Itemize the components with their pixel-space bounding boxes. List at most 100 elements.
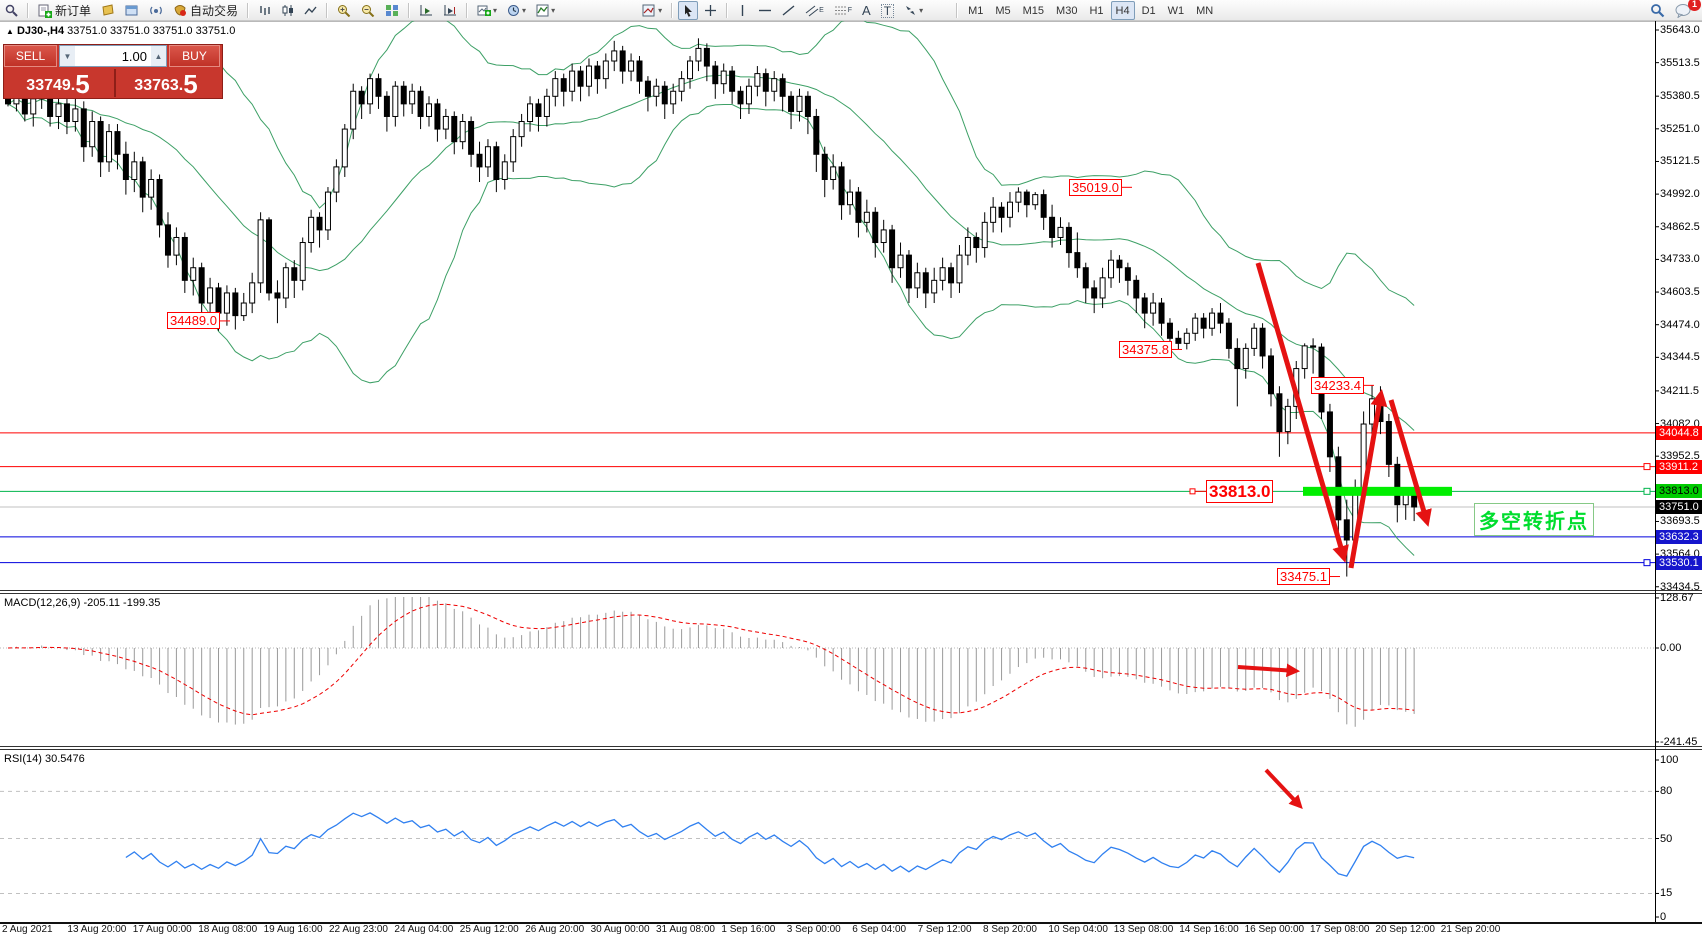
line-chart-button[interactable] (300, 1, 321, 20)
collapse-marker-icon[interactable]: ▲ (6, 27, 14, 36)
time-axis-label[interactable]: 14 Sep 16:00 (1179, 924, 1239, 935)
horizontal-line-icon (759, 9, 772, 12)
new-order-button[interactable]: 新订单 (34, 1, 95, 20)
time-axis-label[interactable]: 26 Aug 20:00 (525, 924, 585, 935)
zoom-out-button[interactable] (357, 1, 379, 20)
symbol-search-button[interactable] (1, 1, 22, 20)
sell-button[interactable]: SELL (4, 45, 57, 67)
price-axis-badge: 33530.1 (1656, 555, 1702, 570)
time-axis-label[interactable]: 22 Aug 23:00 (329, 924, 388, 935)
timeframe-button-d1[interactable]: D1 (1141, 4, 1156, 17)
timeframe-button-m30[interactable]: M30 (1056, 4, 1078, 17)
time-axis-label[interactable]: 17 Sep 08:00 (1310, 924, 1370, 935)
time-axis-label[interactable]: 19 Aug 16:00 (263, 924, 323, 935)
timeframe-button-m15[interactable]: M15 (1022, 4, 1045, 17)
timeframe-button-m1[interactable]: M1 (968, 4, 984, 17)
time-axis-label[interactable]: 25 Aug 12:00 (459, 924, 519, 935)
rsi-axis-label: 15 (1660, 887, 1673, 900)
price-annotation[interactable]: 34233.4 (1311, 376, 1364, 394)
arrows-tool-button[interactable]: ▾ (900, 1, 927, 20)
price-annotation[interactable]: 34375.8 (1119, 340, 1172, 358)
time-axis-label[interactable]: 20 Sep 12:00 (1375, 924, 1435, 935)
timeframe-button-m5[interactable]: M5 (995, 4, 1011, 17)
timeframe-button-h4[interactable]: H4 (1110, 1, 1135, 20)
volume-stepper: ▼ 1.00 ▲ (59, 45, 167, 67)
toolbar-separator (956, 3, 959, 18)
rsi-pane[interactable] (0, 790, 1655, 894)
data-window-button[interactable] (121, 1, 143, 20)
buy-button[interactable]: BUY (169, 45, 220, 67)
profiles-button[interactable]: ▾ (503, 1, 530, 20)
new-chart-button[interactable]: ▾ (473, 1, 501, 20)
timeframe-button-w1[interactable]: W1 (1167, 4, 1185, 17)
price-axis-label: 35121.5 (1660, 155, 1700, 168)
fibonacci-tool-button[interactable]: F (830, 1, 856, 20)
hline-anchor[interactable] (1643, 463, 1651, 471)
horizontal-line-tool-button[interactable] (754, 1, 776, 20)
hline-anchor[interactable] (1643, 487, 1651, 495)
price-annotation[interactable]: 33475.1 (1277, 568, 1330, 586)
turning-point-text-object[interactable]: 多空转折点 (1474, 503, 1594, 536)
timeframe-button-mn[interactable]: MN (1196, 4, 1214, 17)
one-click-trade-panel: SELL ▼ 1.00 ▲ BUY 33749. 5 33763. 5 (3, 44, 223, 99)
time-axis-label[interactable]: 6 Sep 04:00 (852, 924, 907, 935)
pane-splitter-rsi[interactable] (0, 746, 1702, 750)
price-annotation[interactable]: 33813.0 (1206, 479, 1274, 503)
time-axis-label[interactable]: 7 Sep 12:00 (917, 924, 972, 935)
time-axis-label[interactable]: 8 Sep 20:00 (983, 924, 1037, 935)
time-axis-label[interactable]: 17 Aug 00:00 (132, 924, 192, 935)
time-axis-label[interactable]: 24 Aug 04:00 (394, 924, 454, 935)
vertical-line-tool-button[interactable] (733, 1, 752, 20)
timeframe-button-h1[interactable]: H1 (1089, 4, 1104, 17)
time-axis-label[interactable]: 16 Sep 00:00 (1244, 924, 1305, 935)
search-button[interactable] (1646, 1, 1669, 20)
zoom-in-button[interactable] (333, 1, 355, 20)
macd-pane[interactable] (0, 597, 1655, 727)
time-axis-label[interactable]: 1 Sep 16:00 (721, 924, 776, 935)
time-axis-label[interactable]: 13 Aug 20:00 (67, 924, 127, 935)
price-annotation[interactable]: 35019.0 (1069, 178, 1122, 196)
time-axis-label[interactable]: 21 Sep 20:00 (1440, 924, 1501, 935)
price-annotation[interactable]: 34489.0 (167, 312, 220, 330)
autotrading-button[interactable]: 自动交易 (169, 1, 242, 20)
chat-icon (1675, 4, 1691, 18)
volume-up-button[interactable]: ▲ (151, 46, 166, 66)
trend-arrows[interactable] (1237, 262, 1432, 809)
time-axis-label[interactable]: 2 Aug 2021 (2, 924, 53, 935)
rsi-axis-label: 50 (1660, 832, 1673, 845)
text-tool-button[interactable]: A (858, 1, 875, 20)
tile-windows-button[interactable] (381, 1, 403, 20)
volume-input[interactable]: 1.00 (121, 48, 147, 64)
market-watch-button[interactable] (97, 1, 119, 20)
support-highlight-bar[interactable] (1303, 486, 1452, 496)
chart-shift-button[interactable] (439, 1, 461, 20)
cursor-tool-button[interactable] (678, 1, 699, 20)
time-axis-label[interactable]: 30 Aug 00:00 (590, 924, 650, 935)
pane-splitter-macd[interactable] (0, 590, 1702, 594)
bar-chart-button[interactable] (254, 1, 275, 20)
volume-down-button[interactable]: ▼ (60, 46, 75, 66)
main-price-pane[interactable] (0, 12, 1655, 578)
channel-tool-label: E (819, 7, 824, 14)
buy-price[interactable]: 33763. 5 (134, 69, 198, 99)
notifications-button[interactable]: 1 (1671, 0, 1701, 20)
sell-price[interactable]: 33749. 5 (26, 69, 90, 99)
time-axis-label[interactable]: 10 Sep 04:00 (1048, 924, 1108, 935)
trendline-tool-button[interactable] (778, 1, 799, 20)
crosshair-tool-button[interactable] (700, 1, 721, 20)
red-arrow-object (1255, 262, 1349, 563)
time-axis-label[interactable]: 3 Sep 00:00 (786, 924, 841, 935)
time-axis-label[interactable]: 13 Sep 08:00 (1113, 924, 1174, 935)
candlestick-chart-button[interactable] (277, 1, 298, 20)
navigator-button[interactable] (145, 1, 167, 20)
bar-chart-icon (260, 6, 270, 15)
time-axis-label[interactable]: 18 Aug 08:00 (198, 924, 258, 935)
auto-scroll-button[interactable] (415, 1, 437, 20)
toolbar-separator (726, 3, 729, 18)
time-axis-label[interactable]: 31 Aug 08:00 (656, 924, 715, 935)
text-label-tool-button[interactable]: T (877, 1, 898, 20)
channel-tool-button[interactable]: E (801, 1, 828, 20)
add-indicator-button[interactable]: ▾ (638, 1, 666, 20)
indicators-button[interactable]: ▾ (532, 1, 559, 20)
hline-anchor[interactable] (1643, 559, 1651, 567)
